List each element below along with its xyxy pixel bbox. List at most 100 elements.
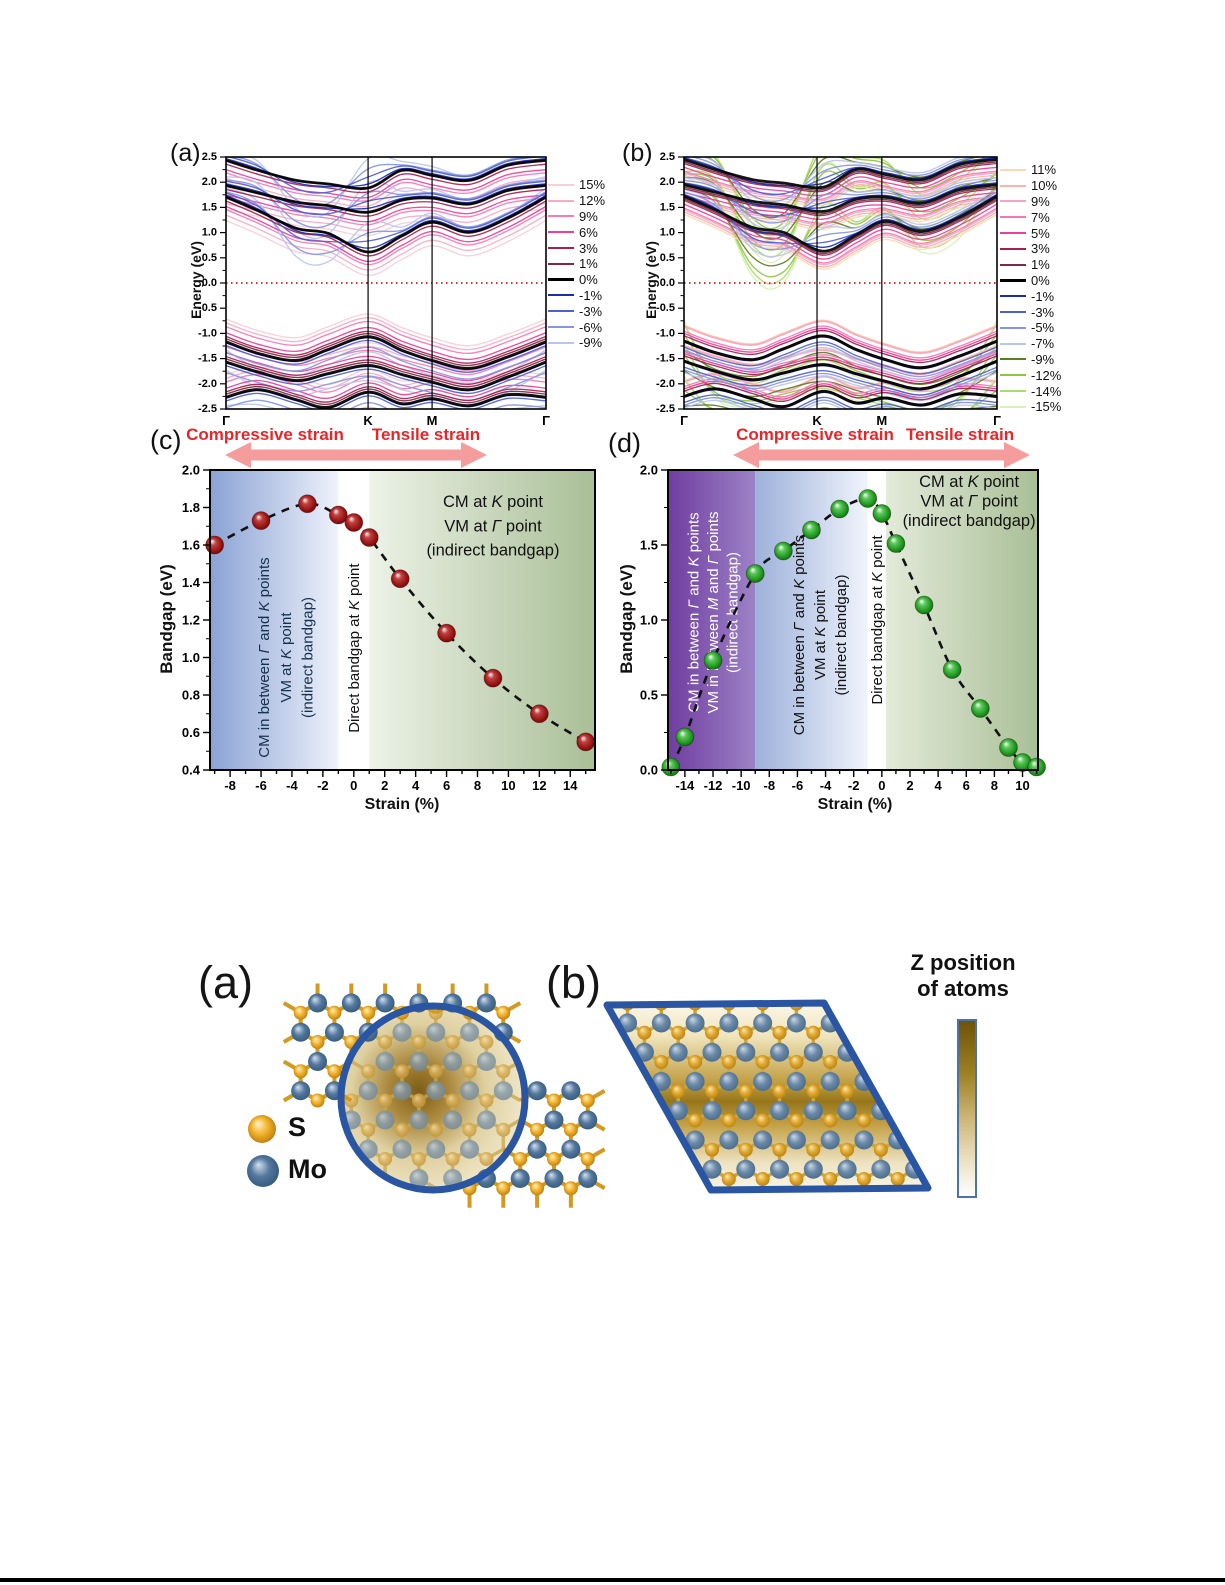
mo-atom xyxy=(651,1013,671,1033)
legend-entry: -9% xyxy=(1000,352,1061,368)
s-atom xyxy=(378,1093,393,1108)
band-curves xyxy=(684,157,997,409)
s-atom xyxy=(789,1113,804,1128)
s-atom xyxy=(721,1055,736,1069)
band-curve xyxy=(226,360,546,392)
svg-text:2: 2 xyxy=(906,778,913,793)
legend-color-line xyxy=(1000,390,1026,393)
legend-entry: 3% xyxy=(548,240,605,256)
s-atom xyxy=(462,1122,477,1137)
svg-text:-1.0: -1.0 xyxy=(656,327,675,339)
mo-atom xyxy=(854,1013,874,1033)
s-atom xyxy=(580,1152,595,1166)
band-curve xyxy=(684,161,997,191)
legend-entry: -9% xyxy=(548,335,605,351)
band-curve xyxy=(684,341,997,375)
legend-color-line xyxy=(1000,232,1026,235)
sulfur-legend-label: S xyxy=(288,1112,307,1142)
legend-color-line xyxy=(1000,247,1026,250)
zoom-circle-outline xyxy=(337,1002,529,1194)
svg-text:1.0: 1.0 xyxy=(660,227,675,239)
band-curve xyxy=(684,366,997,396)
legend-entry-label: 1% xyxy=(1031,257,1050,273)
s-atom xyxy=(890,1172,905,1186)
svg-text:Γ: Γ xyxy=(542,413,550,428)
s-atom xyxy=(738,1025,753,1040)
region-direct xyxy=(867,470,887,770)
legend-entry-label: -7% xyxy=(1031,336,1055,352)
data-point xyxy=(858,489,878,508)
legend-entry-label: -9% xyxy=(1031,351,1055,367)
legend-entry-label: 6% xyxy=(579,224,598,240)
s-atom xyxy=(361,1005,376,1020)
legend-color-line xyxy=(1000,295,1026,298)
region-compressive-indirect-2 xyxy=(668,470,756,770)
mo-atom xyxy=(753,1013,773,1033)
mo-atom xyxy=(651,1189,671,1190)
region-label: VM at K point xyxy=(277,612,294,703)
region-compressive-indirect-1 xyxy=(755,470,868,770)
panel-d-x-axis-title: Strain (%) xyxy=(817,796,893,813)
s-atom xyxy=(428,1122,443,1137)
band-curve xyxy=(684,191,997,220)
mo-atom xyxy=(837,1159,857,1179)
legend-entry: -6% xyxy=(548,319,605,335)
mo-atom xyxy=(578,1169,598,1188)
band-curve xyxy=(226,194,546,223)
band-curve xyxy=(226,180,546,216)
s-atom xyxy=(941,1143,955,1157)
s-atom xyxy=(513,1152,528,1166)
mo-atom xyxy=(618,1130,638,1150)
band-curve xyxy=(226,335,546,370)
mo-atom xyxy=(888,1072,908,1091)
svg-text:-2.5: -2.5 xyxy=(656,403,675,415)
s-atom xyxy=(823,1113,838,1128)
s-atom xyxy=(580,1093,595,1108)
band-curve xyxy=(684,179,997,224)
svg-text:-0.5: -0.5 xyxy=(656,302,675,314)
s-atom xyxy=(873,1025,888,1040)
s-atom xyxy=(563,1122,578,1137)
band-curve xyxy=(684,195,997,224)
legend-color-line xyxy=(548,247,574,250)
band-curve xyxy=(226,192,546,243)
strain-direction-arrow xyxy=(225,442,487,468)
mo-atom xyxy=(939,1101,958,1120)
s-atom xyxy=(479,1035,494,1049)
mo-atom xyxy=(753,1072,773,1091)
band-curve xyxy=(227,157,544,194)
legend-color-line xyxy=(548,326,574,329)
mo-atom xyxy=(527,1081,547,1101)
legend-color-line xyxy=(1000,358,1026,361)
bandgap-strain-panel-c: (c) Compressive strain Tensile strain Ba… xyxy=(145,418,615,830)
legend-entry: 12% xyxy=(548,193,605,209)
svg-text:Γ: Γ xyxy=(222,413,230,428)
data-point xyxy=(675,727,695,747)
mo-atom xyxy=(719,1130,739,1150)
tensile-strain-label-d: Tensile strain xyxy=(905,425,1015,444)
s-atom xyxy=(620,1113,635,1128)
z-position-title-line2: of atoms xyxy=(917,976,1009,1002)
s-atom xyxy=(738,1084,753,1099)
legend-entry: 0% xyxy=(1000,273,1061,289)
s-atom xyxy=(704,1084,719,1099)
band-curve xyxy=(226,214,546,271)
mo-atom xyxy=(584,1072,603,1091)
mo-atom xyxy=(392,1139,412,1159)
mo-atom xyxy=(607,1159,621,1179)
panel-c-x-axis-title: Strain (%) xyxy=(364,796,440,813)
band-curve xyxy=(226,208,546,266)
svg-text:8: 8 xyxy=(474,778,481,793)
svg-text:0.0: 0.0 xyxy=(660,277,675,289)
svg-text:8: 8 xyxy=(991,778,998,793)
s-atom xyxy=(327,1064,342,1079)
region-label: Direct bandgap at K point xyxy=(868,535,885,705)
data-point xyxy=(251,511,271,531)
legend-entry: 1% xyxy=(548,256,605,272)
panel-d-label: (d) xyxy=(608,428,641,458)
legend-entry-label: -6% xyxy=(579,319,603,335)
legend-color-line xyxy=(548,215,574,218)
mo-atom xyxy=(719,1013,739,1033)
s-atom xyxy=(890,1055,905,1069)
